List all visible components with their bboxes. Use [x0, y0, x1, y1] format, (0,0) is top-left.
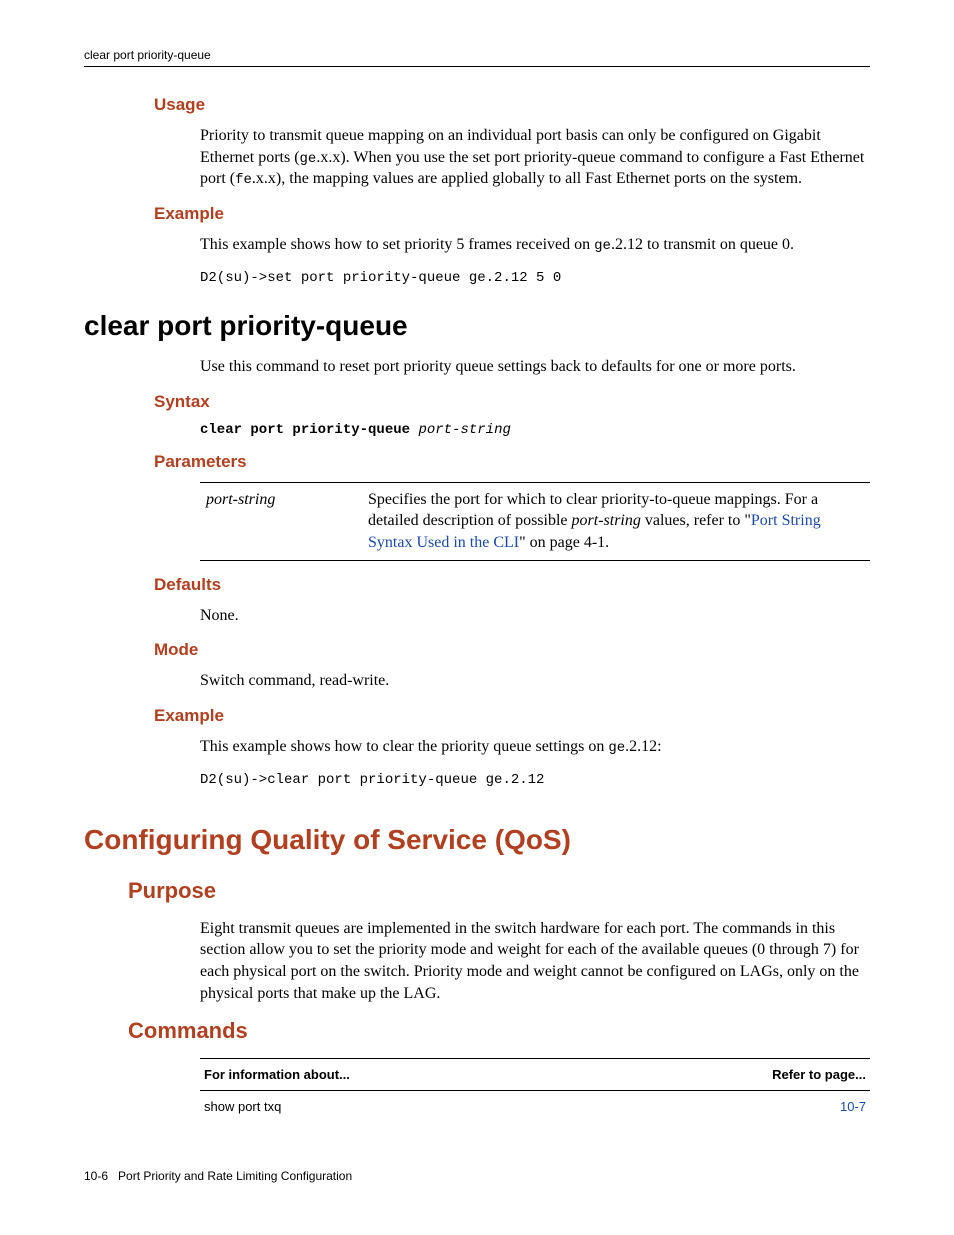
syntax-arg: port-string	[418, 422, 510, 438]
example1-mono: ge	[594, 238, 611, 254]
heading-usage: Usage	[154, 95, 870, 115]
commands-col2: Refer to page...	[603, 1059, 870, 1091]
param-desc-ital: port-string	[572, 512, 641, 529]
commands-table: For information about... Refer to page..…	[200, 1058, 870, 1122]
param-row: port-string Specifies the port for which…	[200, 482, 870, 560]
defaults-text: None.	[200, 605, 870, 627]
heading-defaults: Defaults	[154, 575, 870, 595]
usage-mono-ge: ge	[300, 151, 317, 167]
param-desc-3: " on page 4-1.	[519, 534, 609, 551]
page-link-10-7[interactable]: 10-7	[840, 1099, 866, 1114]
parameters-table: port-string Specifies the port for which…	[200, 482, 870, 561]
example2-text-1: This example shows how to clear the prio…	[200, 738, 608, 755]
footer-chapter: Port Priority and Rate Limiting Configur…	[118, 1169, 352, 1183]
syntax-command: clear port priority-queue	[200, 422, 410, 438]
heading-clear-port-priority-queue: clear port priority-queue	[84, 310, 870, 342]
example2-intro: This example shows how to clear the prio…	[200, 736, 870, 758]
param-desc-2: values, refer to "	[641, 512, 751, 529]
heading-example-2: Example	[154, 706, 870, 726]
heading-example-1: Example	[154, 204, 870, 224]
heading-mode: Mode	[154, 640, 870, 660]
example1-intro: This example shows how to set priority 5…	[200, 234, 870, 256]
usage-paragraph: Priority to transmit queue mapping on an…	[200, 125, 870, 190]
commands-row-1: show port txq 10-7	[200, 1091, 870, 1123]
page-header-breadcrumb: clear port priority-queue	[84, 48, 870, 67]
heading-qos: Configuring Quality of Service (QoS)	[84, 824, 870, 856]
syntax-line: clear port priority-queue port-string	[200, 422, 870, 438]
commands-col1: For information about...	[200, 1059, 603, 1091]
example2-code: D2(su)->clear port priority-queue ge.2.1…	[200, 772, 870, 788]
heading-purpose: Purpose	[128, 878, 870, 904]
page-container: clear port priority-queue Usage Priority…	[0, 0, 954, 1235]
usage-mono-fe: fe	[235, 172, 252, 188]
usage-text-3: .x.x), the mapping values are applied gl…	[252, 170, 802, 187]
commands-row-1-page: 10-7	[603, 1091, 870, 1123]
heading-syntax: Syntax	[154, 392, 870, 412]
example2-text-2: .2.12:	[625, 738, 661, 755]
heading-parameters: Parameters	[154, 452, 870, 472]
example1-text-1: This example shows how to set priority 5…	[200, 236, 594, 253]
example1-code: D2(su)->set port priority-queue ge.2.12 …	[200, 270, 870, 286]
param-name-cell: port-string	[200, 482, 362, 560]
commands-header-row: For information about... Refer to page..…	[200, 1059, 870, 1091]
page-footer: 10-6 Port Priority and Rate Limiting Con…	[84, 1169, 352, 1183]
heading-commands: Commands	[128, 1018, 870, 1044]
clear-intro: Use this command to reset port priority …	[200, 356, 870, 378]
commands-row-1-cmd: show port txq	[200, 1091, 603, 1123]
mode-text: Switch command, read-write.	[200, 670, 870, 692]
param-desc-cell: Specifies the port for which to clear pr…	[362, 482, 870, 560]
example2-mono: ge	[608, 740, 625, 756]
purpose-text: Eight transmit queues are implemented in…	[200, 918, 870, 1004]
example1-text-2: .2.12 to transmit on queue 0.	[611, 236, 794, 253]
footer-page-num: 10-6	[84, 1169, 108, 1183]
